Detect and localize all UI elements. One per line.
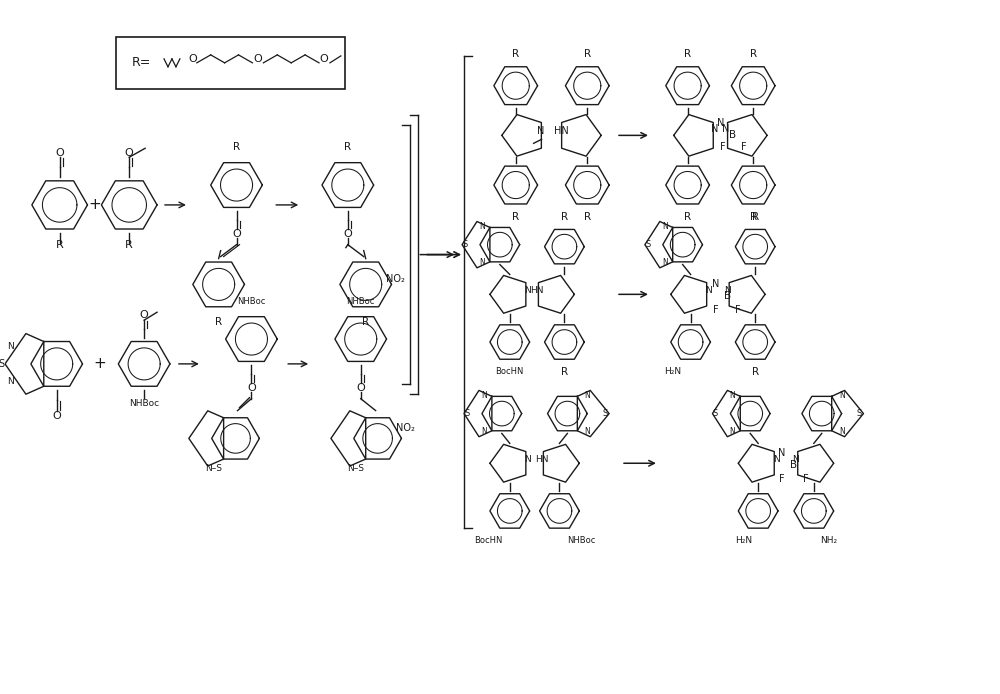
Text: O: O [52, 411, 61, 421]
Text: R: R [215, 317, 222, 327]
Text: N: N [8, 378, 14, 387]
Text: N: N [8, 341, 14, 350]
Text: N: N [773, 455, 779, 464]
Text: S: S [857, 409, 862, 418]
Text: H₂N: H₂N [664, 367, 681, 376]
Text: N: N [711, 124, 719, 135]
Text: N: N [724, 286, 731, 295]
Text: F: F [713, 305, 718, 315]
Text: R: R [561, 212, 568, 222]
Text: R: R [344, 142, 351, 152]
Text: BocHN: BocHN [496, 367, 524, 376]
Text: R: R [362, 317, 369, 327]
Text: O: O [320, 54, 328, 64]
Text: N: N [705, 286, 712, 295]
Text: N: N [717, 119, 724, 128]
Text: R: R [56, 239, 64, 250]
Text: R: R [584, 49, 591, 59]
Text: F: F [720, 142, 725, 152]
Text: O: O [232, 229, 241, 239]
Text: F: F [735, 305, 741, 315]
Text: NO₂: NO₂ [386, 274, 405, 285]
Text: N: N [481, 391, 487, 400]
Text: NHBoc: NHBoc [237, 297, 266, 306]
Text: N–S: N–S [347, 464, 364, 473]
Text: O: O [356, 382, 365, 393]
Text: R=: R= [132, 56, 152, 69]
Text: N: N [479, 258, 485, 267]
Text: R: R [233, 142, 240, 152]
Text: B: B [724, 291, 731, 301]
Text: +: + [88, 197, 101, 212]
Text: N: N [729, 427, 735, 436]
Text: B: B [790, 460, 797, 471]
Text: N: N [712, 280, 719, 289]
Text: S: S [462, 240, 468, 249]
Text: O: O [247, 382, 256, 393]
Text: N: N [793, 455, 799, 464]
Text: S: S [0, 359, 4, 369]
Text: R: R [125, 239, 133, 250]
Text: R: R [750, 49, 757, 59]
Text: O: O [55, 149, 64, 158]
Text: N: N [662, 258, 668, 267]
Text: N: N [537, 126, 545, 137]
Text: HN: HN [554, 126, 569, 137]
Text: S: S [603, 409, 608, 418]
Text: O: O [253, 54, 262, 64]
Text: HN: HN [530, 286, 543, 295]
Text: O: O [140, 310, 149, 320]
Text: NO₂: NO₂ [396, 423, 415, 434]
Text: N: N [479, 222, 485, 231]
Text: NHBoc: NHBoc [129, 399, 159, 408]
Text: NHBoc: NHBoc [567, 536, 595, 545]
Text: N: N [584, 391, 590, 400]
Text: O: O [125, 149, 134, 158]
Text: +: + [93, 357, 106, 371]
Text: R: R [684, 212, 691, 222]
Text: R: R [750, 212, 757, 222]
Text: H₂N: H₂N [735, 536, 752, 545]
Text: BocHN: BocHN [474, 536, 502, 545]
Text: N: N [729, 391, 735, 400]
Text: F: F [779, 474, 785, 484]
Text: N: N [839, 427, 845, 436]
Text: N: N [481, 427, 487, 436]
Text: B: B [729, 130, 736, 140]
Text: N–S: N–S [205, 464, 222, 473]
Text: N: N [778, 448, 786, 458]
Text: N: N [524, 455, 531, 464]
Text: R: R [752, 367, 759, 377]
Text: N: N [722, 124, 729, 135]
Text: R: R [584, 212, 591, 222]
Text: HN: HN [535, 455, 548, 464]
Text: NH₂: NH₂ [820, 536, 837, 545]
Text: N: N [524, 286, 531, 295]
Text: N: N [839, 391, 845, 400]
Bar [116, 37, 345, 89]
Text: O: O [343, 229, 352, 239]
Text: R: R [561, 367, 568, 377]
Text: S: S [645, 240, 651, 249]
Text: S: S [464, 409, 470, 418]
Text: S: S [713, 409, 718, 418]
Text: F: F [803, 474, 809, 484]
Text: O: O [189, 54, 198, 64]
Text: N: N [662, 222, 668, 231]
Text: F: F [741, 142, 747, 152]
Text: R: R [512, 212, 519, 222]
Text: NHBoc: NHBoc [347, 297, 375, 306]
Text: R: R [512, 49, 519, 59]
Text: R: R [752, 212, 759, 222]
Text: R: R [684, 49, 691, 59]
Text: N: N [584, 427, 590, 436]
